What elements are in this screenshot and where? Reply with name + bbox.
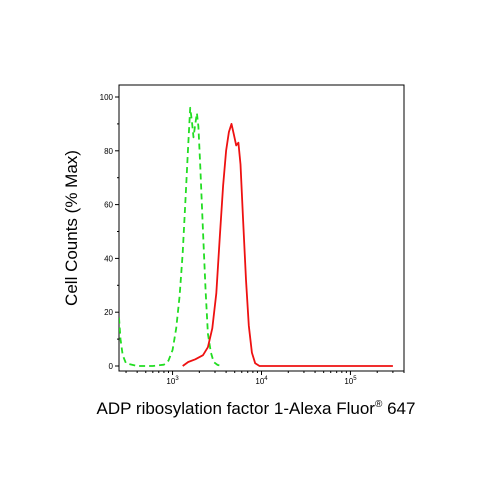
x-axis-title: ADP ribosylation factor 1-Alexa Fluor® 6… [97, 399, 416, 418]
plot-frame [118, 84, 405, 372]
series-layer [119, 106, 393, 367]
x-axis-title-main: ADP ribosylation factor 1-Alexa Fluor [97, 399, 376, 418]
y-tick-label: 20 [104, 308, 113, 317]
y-tick-label: 0 [109, 362, 114, 371]
x-tick-label: 103 [166, 376, 179, 386]
sample-curve [182, 123, 393, 367]
isotype-control-curve [119, 106, 223, 367]
x-tick-exponent: 5 [353, 376, 357, 382]
x-tick-base: 10 [255, 377, 264, 386]
y-axis-title: Cell Counts (% Max) [62, 150, 81, 306]
y-tick-label: 100 [100, 93, 114, 102]
x-axis-title-suffix: 647 [382, 399, 415, 418]
y-tick-label: 40 [104, 254, 113, 263]
y-tick-label: 60 [104, 201, 113, 210]
axis-ticks [115, 96, 405, 375]
x-axis-title-superscript: ® [375, 399, 383, 410]
x-tick-base: 10 [166, 377, 175, 386]
x-tick-label: 105 [344, 376, 357, 386]
x-tick-exponent: 4 [264, 376, 268, 382]
x-tick-label: 104 [255, 376, 268, 386]
y-tick-label: 80 [104, 147, 113, 156]
x-tick-exponent: 3 [175, 376, 179, 382]
x-tick-base: 10 [344, 377, 353, 386]
